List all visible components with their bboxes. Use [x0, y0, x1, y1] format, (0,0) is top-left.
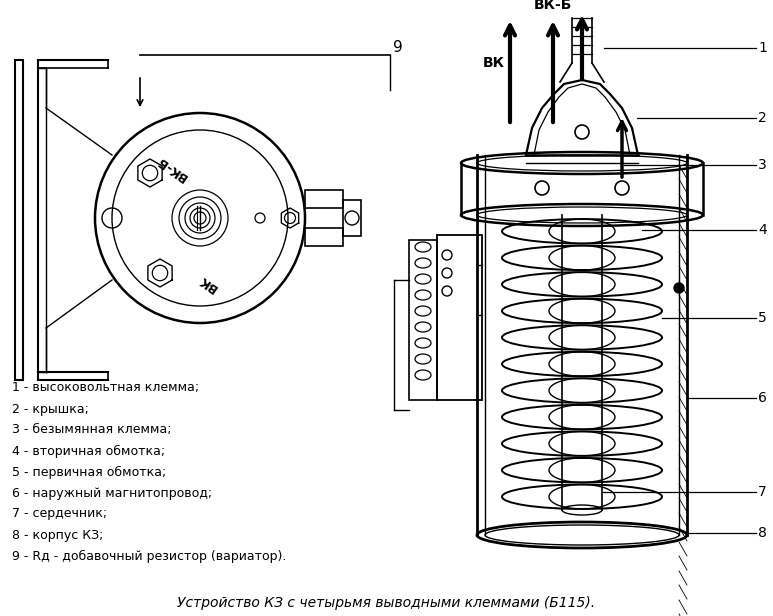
Circle shape	[535, 181, 549, 195]
Text: ВК: ВК	[483, 56, 505, 70]
Text: 6: 6	[758, 391, 767, 405]
Text: 4 - вторичная обмотка;: 4 - вторичная обмотка;	[12, 445, 165, 458]
Bar	[305, 228, 343, 246]
Bar	[409, 240, 437, 400]
Bar	[305, 190, 343, 208]
Text: 3: 3	[758, 158, 767, 172]
Text: 5 - первичная обмотка;: 5 - первичная обмотка;	[12, 466, 166, 479]
Text: 7 - сердечник;: 7 - сердечник;	[12, 508, 107, 521]
Text: 8 - корпус КЗ;: 8 - корпус КЗ;	[12, 529, 104, 541]
Circle shape	[442, 250, 452, 260]
Text: 5: 5	[758, 311, 767, 325]
Text: ВК: ВК	[196, 272, 220, 294]
Text: 1: 1	[758, 41, 767, 55]
Text: 9 - Rд - добавочный резистор (вариатор).: 9 - Rд - добавочный резистор (вариатор).	[12, 549, 286, 562]
Text: 1 - высоковольтная клемма;: 1 - высоковольтная клемма;	[12, 381, 199, 394]
Text: ВК-Б: ВК-Б	[534, 0, 572, 12]
Text: 9: 9	[393, 41, 403, 55]
Text: 7: 7	[758, 485, 767, 499]
Circle shape	[442, 286, 452, 296]
Text: 3 - безымянная клемма;: 3 - безымянная клемма;	[12, 424, 172, 437]
Text: 2 - крышка;: 2 - крышка;	[12, 402, 89, 416]
Bar	[15, 60, 23, 380]
Text: ВК-Б: ВК-Б	[155, 153, 189, 183]
Text: 2: 2	[758, 111, 767, 125]
Text: 6 - наружный магнитопровод;: 6 - наружный магнитопровод;	[12, 487, 212, 500]
Circle shape	[442, 268, 452, 278]
Bar	[343, 200, 361, 236]
Circle shape	[615, 181, 629, 195]
Circle shape	[575, 125, 589, 139]
Text: Устройство КЗ с четырьмя выводными клеммами (Б115).: Устройство КЗ с четырьмя выводными клемм…	[177, 596, 595, 610]
Bar	[437, 235, 482, 400]
Text: 8: 8	[758, 526, 767, 540]
Text: 4: 4	[758, 223, 767, 237]
Circle shape	[674, 283, 684, 293]
